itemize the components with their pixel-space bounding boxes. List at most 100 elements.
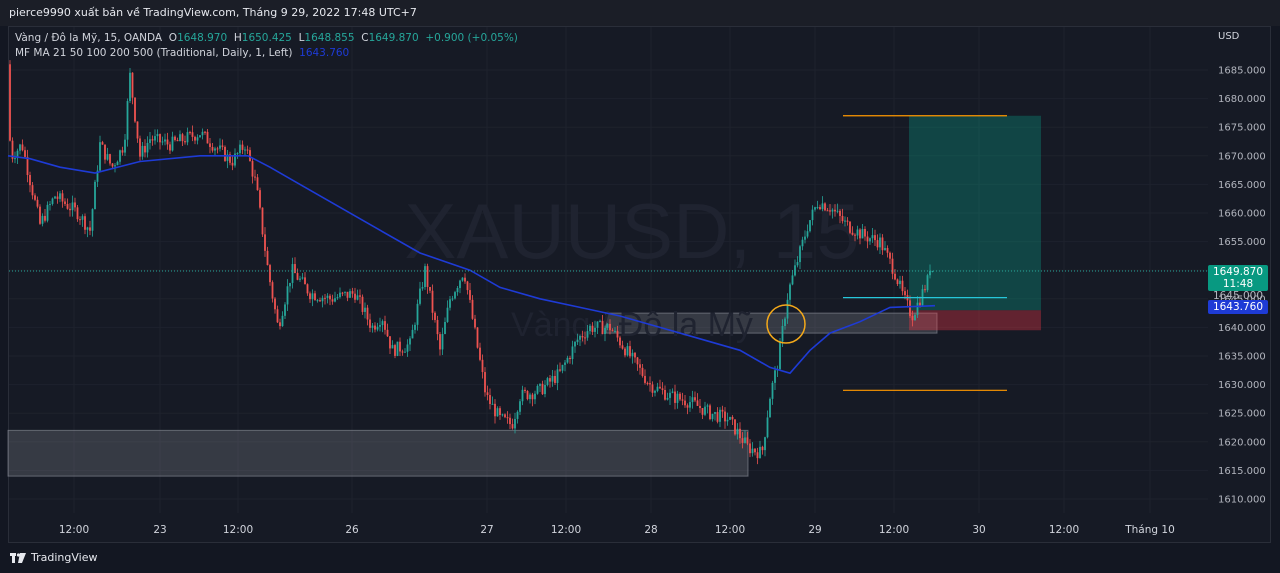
time-tick-label: 12:00	[223, 524, 253, 536]
candle-body	[531, 394, 534, 400]
candle-body	[196, 137, 199, 141]
currency-label: USD	[1218, 31, 1240, 42]
candle-body	[394, 345, 396, 356]
candle-body	[131, 72, 134, 98]
candle-body	[549, 378, 551, 382]
highlight-circle	[766, 304, 806, 344]
candle-body	[771, 382, 774, 399]
candle-body	[629, 346, 631, 357]
legend-high-label: H	[233, 32, 242, 44]
candle-body	[136, 121, 139, 139]
candle-body	[656, 386, 659, 391]
candle-body	[264, 234, 266, 251]
candle-body	[896, 279, 899, 285]
candle-body	[49, 203, 51, 205]
candle-body	[524, 389, 526, 391]
watermark-name: Vàng / Đô la Mỹ	[511, 306, 753, 344]
candle-body	[281, 315, 284, 327]
price-chart[interactable]: XAUUSD, 15 Vàng / Đô la Mỹ 1610.000 1615.…	[0, 26, 1280, 543]
candle-body	[521, 389, 524, 402]
candle-body	[464, 277, 466, 282]
candle-body	[744, 437, 746, 443]
candle-body	[21, 144, 24, 151]
legend-open-label: O	[168, 32, 178, 44]
candle-body	[834, 209, 836, 212]
candle-body	[79, 219, 81, 221]
candle-body	[901, 280, 904, 292]
candle-body	[501, 414, 504, 416]
candle-body	[339, 292, 341, 298]
candle-body	[534, 393, 536, 400]
candle-body	[399, 341, 401, 352]
candle-body	[824, 203, 826, 211]
candle-body	[211, 146, 214, 151]
candle-body	[856, 229, 859, 236]
candle-body	[791, 275, 794, 285]
candle-body	[561, 364, 564, 371]
candle-body	[371, 325, 374, 328]
candle-body	[321, 297, 324, 302]
candle-body	[166, 139, 169, 145]
candle-body	[226, 154, 229, 161]
candle-body	[859, 229, 861, 239]
candle-body	[904, 291, 906, 296]
time-tick-label: 26	[345, 524, 359, 536]
candle-body	[639, 364, 641, 368]
candle-body	[564, 362, 566, 365]
tradingview-brand[interactable]: TradingView	[10, 551, 97, 564]
candle-body	[436, 320, 439, 335]
candle-body	[889, 252, 891, 259]
candle-body	[254, 176, 256, 178]
candle-body	[306, 284, 309, 294]
candle-body	[804, 236, 806, 240]
candle-body	[384, 321, 386, 330]
candle-body	[104, 144, 106, 160]
candle-body	[204, 131, 206, 133]
time-tick-label: Tháng 10	[1124, 524, 1175, 536]
candle-body	[719, 409, 721, 422]
candle-body	[174, 136, 176, 141]
candle-body	[124, 139, 126, 153]
tradingview-logo-icon	[10, 552, 26, 563]
candle-body	[569, 357, 571, 360]
candle-body	[59, 193, 61, 199]
legend-close-value: 1649.870	[368, 32, 419, 44]
legend-ma-label[interactable]: MF MA 21 50 100 200 500 (Traditional, Da…	[15, 47, 293, 59]
candle-body	[584, 337, 586, 339]
candle-body	[759, 446, 761, 459]
candle-body	[129, 72, 131, 102]
chart-pane[interactable]	[8, 26, 1271, 543]
candle-body	[159, 134, 161, 143]
time-tick-label: 29	[808, 524, 821, 536]
candle-body	[276, 309, 279, 323]
candle-body	[536, 385, 539, 394]
price-tick-label: 1660.000	[1218, 209, 1266, 220]
candle-body	[461, 277, 464, 281]
candle-body	[231, 162, 234, 166]
candle-body	[344, 291, 346, 293]
candle-body	[894, 273, 896, 280]
candle-body	[381, 321, 384, 326]
candle-body	[861, 228, 864, 239]
candle-body	[184, 141, 186, 143]
candle-body	[151, 139, 154, 141]
candle-body	[506, 417, 509, 419]
legend-symbol[interactable]: Vàng / Đô la Mỹ, 15, OANDA	[15, 32, 163, 44]
candle-body	[424, 266, 426, 288]
candle-body	[741, 438, 744, 443]
candle-body	[844, 220, 846, 222]
candle-body	[499, 408, 501, 415]
candle-body	[839, 210, 841, 216]
candle-body	[386, 329, 389, 337]
candle-body	[444, 321, 446, 334]
candle-body	[36, 199, 39, 207]
candle-body	[299, 278, 301, 280]
candle-body	[789, 284, 791, 300]
candle-body	[161, 141, 164, 143]
candle-body	[109, 154, 111, 164]
candle-body	[924, 289, 926, 291]
candle-body	[484, 372, 486, 393]
price-tick-label: 1620.000	[1218, 437, 1266, 448]
candle-body	[814, 207, 816, 210]
candle-body	[669, 392, 671, 398]
